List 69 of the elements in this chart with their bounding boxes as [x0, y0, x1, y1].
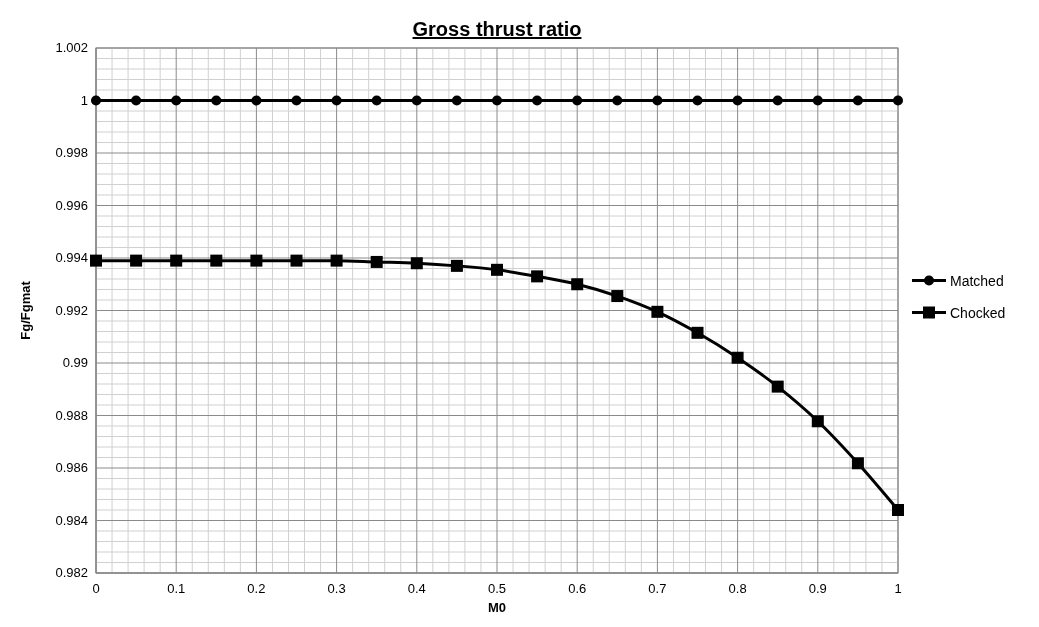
point — [893, 95, 903, 106]
x-tick-label: 0.5 — [487, 581, 507, 596]
y-tick-label: 0.988 — [55, 407, 88, 423]
y-tick-label: 0.982 — [55, 565, 88, 580]
x-tick-label: 0.7 — [648, 581, 667, 596]
point — [892, 504, 904, 516]
x-tick-label: 0.1 — [167, 581, 186, 596]
x-tick-label: 0.2 — [247, 581, 266, 596]
point — [491, 263, 503, 276]
point — [571, 278, 584, 291]
legend-label: Chocked — [950, 304, 1006, 321]
y-tick-label: 0.994 — [55, 250, 88, 265]
point — [91, 95, 101, 106]
point — [251, 95, 262, 106]
point — [611, 290, 624, 303]
point — [211, 95, 222, 106]
point — [170, 254, 183, 267]
point — [812, 95, 823, 106]
point — [291, 95, 302, 106]
point — [451, 95, 462, 106]
point — [371, 95, 382, 106]
point — [652, 95, 663, 106]
point — [852, 95, 863, 106]
point — [531, 270, 544, 283]
y-tick-label: 0.986 — [55, 460, 88, 475]
point — [370, 255, 383, 268]
y-tick-label: 1.002 — [55, 40, 88, 55]
x-tick-label: 1 — [894, 581, 902, 596]
point — [532, 95, 543, 106]
point — [330, 254, 343, 267]
y-tick-label: 0.992 — [55, 302, 88, 318]
x-tick-label: 0.3 — [327, 581, 346, 596]
point — [651, 305, 664, 318]
y-tick-label: 0.996 — [55, 197, 88, 213]
point — [691, 326, 704, 339]
x-tick-label: 0.6 — [568, 581, 587, 596]
point — [612, 95, 623, 106]
point — [411, 95, 422, 106]
y-tick-label: 0.984 — [55, 512, 88, 528]
y-tick-label: 0.99 — [62, 355, 88, 370]
point — [210, 254, 223, 267]
y-tick-label: 0.998 — [55, 145, 88, 160]
point — [450, 259, 463, 272]
x-axis-title: M0 — [487, 600, 507, 615]
point — [171, 95, 182, 106]
point — [290, 254, 303, 267]
point — [410, 257, 423, 270]
chart-title: Gross thrust ratio — [412, 18, 582, 40]
point — [331, 95, 342, 106]
point — [250, 254, 263, 267]
point — [811, 415, 824, 428]
x-tick-label: 0 — [92, 581, 100, 596]
x-tick-label: 0.9 — [808, 581, 827, 596]
point — [90, 254, 102, 267]
point — [492, 95, 502, 106]
point — [692, 95, 703, 106]
point — [731, 351, 744, 364]
legend-label: Matched — [950, 272, 1004, 289]
point — [771, 380, 784, 393]
point — [732, 95, 743, 106]
point — [772, 95, 783, 106]
y-axis-title: Fg/Fgmat — [18, 280, 33, 340]
x-tick-label: 0.4 — [407, 581, 426, 596]
y-tick-label: 1 — [80, 92, 88, 108]
point — [572, 95, 583, 106]
point — [131, 95, 142, 106]
point — [851, 457, 864, 470]
x-tick-label: 0.8 — [728, 581, 747, 596]
point — [130, 254, 143, 267]
